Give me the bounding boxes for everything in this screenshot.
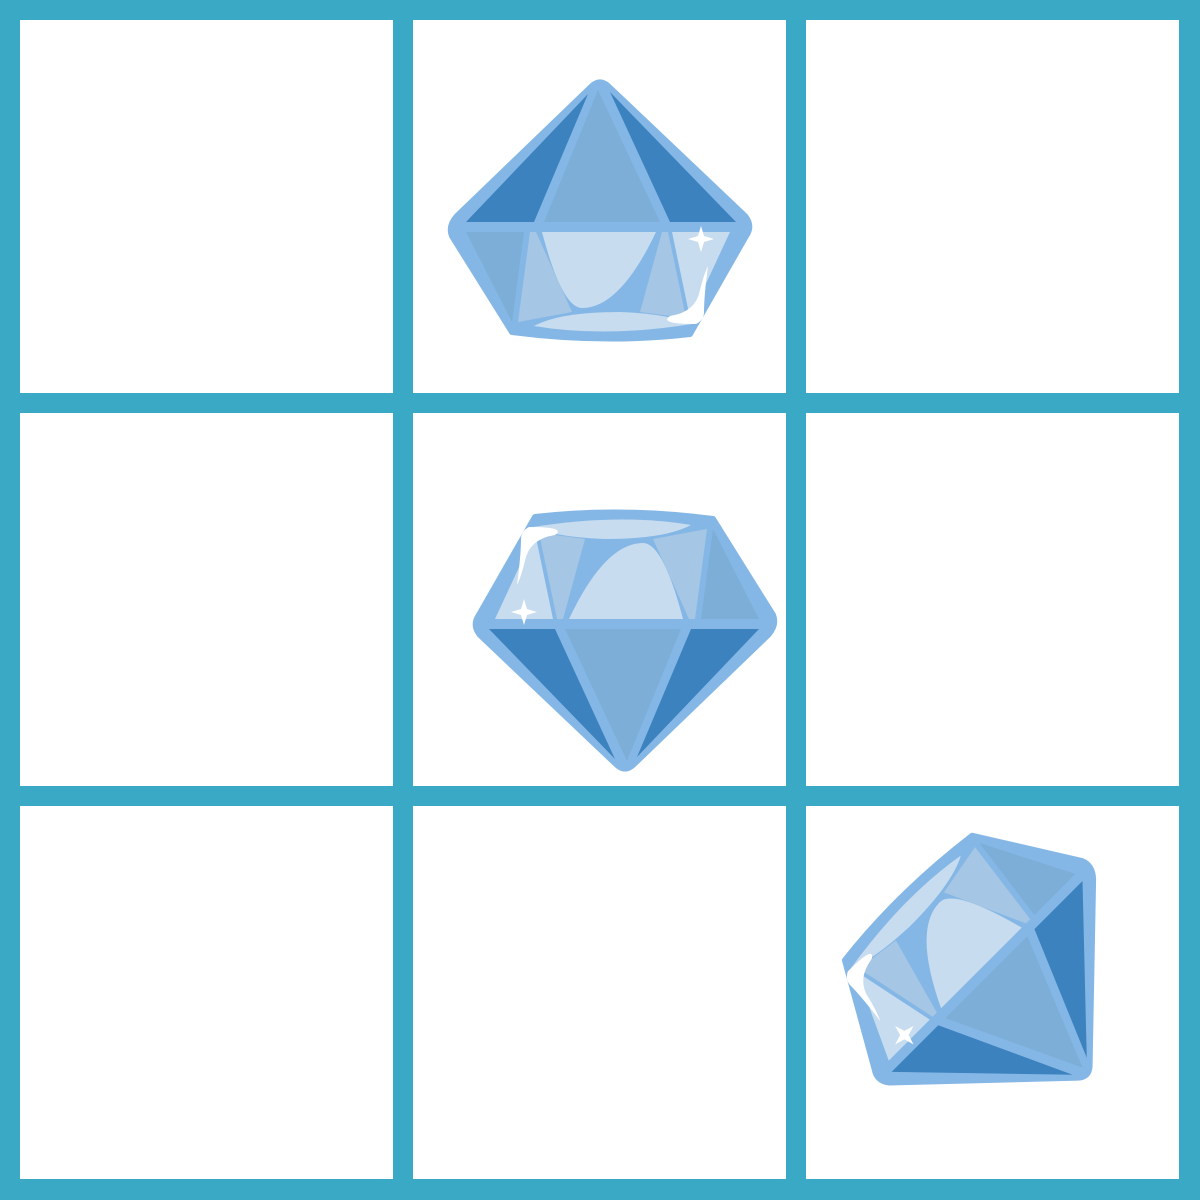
board-cell-r3c1[interactable]	[20, 806, 393, 1179]
board-cell-r1c1[interactable]	[20, 20, 393, 393]
board-cell-r3c3[interactable]	[806, 806, 1179, 1179]
diamond-icon	[806, 806, 1179, 1179]
board-cell-r1c3[interactable]	[806, 20, 1179, 393]
board-cell-r3c2[interactable]	[413, 806, 786, 1179]
board-cell-r2c2[interactable]	[413, 413, 786, 786]
board-cell-r2c3[interactable]	[806, 413, 1179, 786]
diamond-icon	[413, 413, 786, 786]
diamond-icon	[413, 20, 786, 393]
board-cell-r1c2[interactable]	[413, 20, 786, 393]
board-cell-r2c1[interactable]	[20, 413, 393, 786]
